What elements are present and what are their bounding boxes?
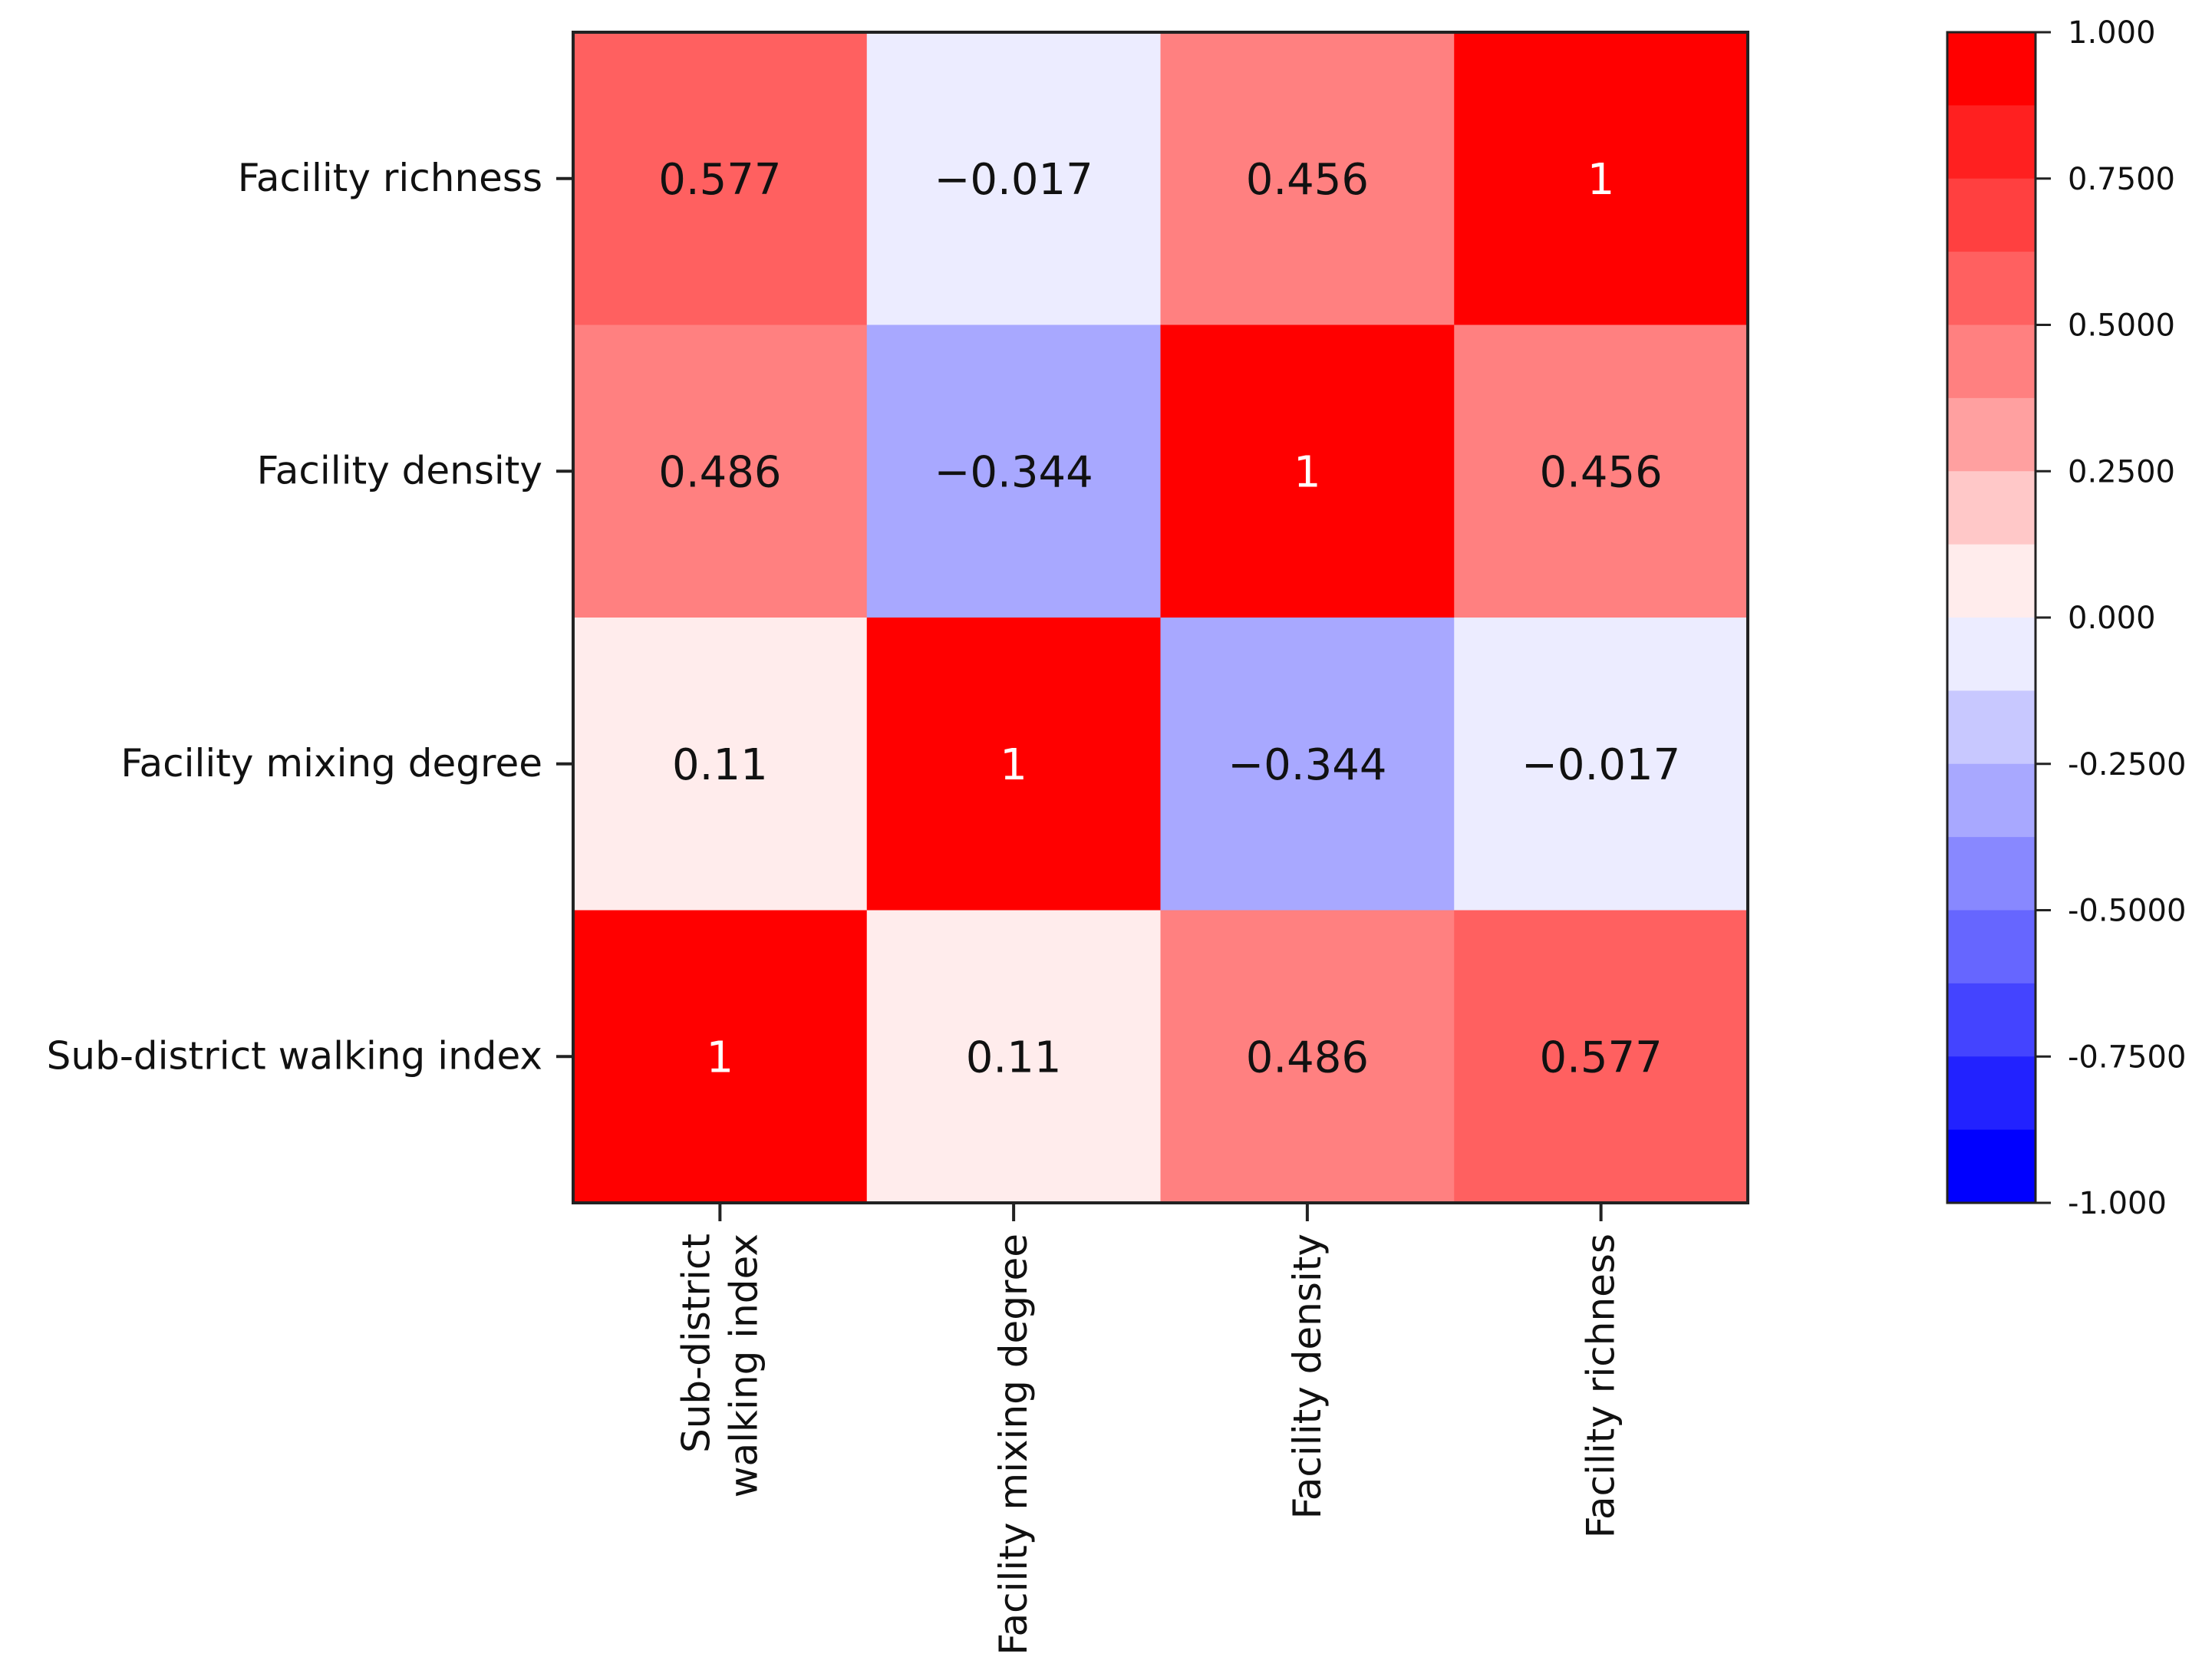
cell-value-label: 1 [707,1033,734,1082]
colorbar-segment [1947,837,2036,911]
heatmap-cell [866,910,1161,1204]
heatmap-cell [1454,32,1749,325]
y-tick-label: Facility density [257,448,542,492]
cell-value-label: 0.11 [672,740,768,790]
colorbar-segment [1947,1056,2036,1131]
colorbar-tick-label: 1.000 [2068,15,2156,51]
colorbar-segment [1947,324,2036,399]
x-tick-label: Sub-district [674,1234,718,1453]
y-tick-label: Facility mixing degree [120,741,542,786]
colorbar-tick-label: 0.7500 [2068,162,2175,197]
heatmap-cell [866,618,1161,911]
x-tick-label: walking index [721,1234,766,1497]
cell-value-label: 1 [1000,740,1027,790]
cell-value-label: 0.11 [966,1033,1062,1082]
colorbar-tick-label: -1.000 [2068,1186,2167,1221]
heatmap-cell [866,32,1161,325]
colorbar-tick-label: 0.5000 [2068,308,2175,344]
cell-value-label: 0.456 [1539,447,1662,497]
cell-value-label: 0.486 [1246,1033,1369,1082]
cell-value-label: 0.456 [1246,155,1369,205]
heatmap-cell [1454,618,1749,911]
heatmap-cell [1160,910,1455,1204]
x-tick-label: Facility density [1285,1234,1330,1519]
heatmap-cell [1160,324,1455,618]
colorbar-segment [1947,105,2036,180]
heatmap-cell-labels: 0.577 −0.017 0.456 1 0.486 −0.344 1 0.456 0.11 1 −… [658,155,1680,1083]
heatmap-cell [573,618,868,911]
colorbar-segment [1947,618,2036,691]
heatmap-cell [573,910,868,1204]
cell-value-label: 1 [1587,155,1615,205]
colorbar-tick-label: 0.000 [2068,601,2156,636]
cell-value-label: −0.017 [935,155,1093,205]
heatmap-cell [1454,910,1749,1204]
heatmap-cells [573,32,1749,1204]
y-tick-label: Facility richness [238,156,542,200]
colorbar-segment [1947,544,2036,618]
heatmap-cell [1160,618,1455,911]
colorbar-segment [1947,763,2036,838]
heatmap-cell [1454,324,1749,618]
cell-value-label: 0.577 [1539,1033,1662,1082]
colorbar-segment [1947,397,2036,472]
colorbar-segment [1947,910,2036,984]
x-tick-label: Facility richness [1579,1234,1623,1538]
colorbar-tick-label: -0.5000 [2068,894,2186,929]
colorbar-segment [1947,690,2036,765]
colorbar-segment [1947,983,2036,1057]
colorbar-segment [1947,32,2036,106]
x-tick-label: Facility mixing degree [991,1234,1036,1655]
cell-value-label: 0.577 [658,155,781,205]
colorbar-segment [1947,178,2036,252]
colorbar-segment [1947,471,2036,545]
colorbar-segment [1947,1129,2036,1204]
heatmap-cell [573,324,868,618]
colorbar-segment [1947,252,2036,325]
colorbar-tick-label: 0.2500 [2068,454,2175,489]
colorbar: 1.000 0.7500 0.5000 0.2500 0.000 -0.2500 -0.50… [1946,15,2186,1221]
cell-value-label: 1 [1294,447,1321,497]
cell-value-label: −0.017 [1521,740,1680,790]
plot-frame [572,31,1749,1204]
y-axis: Facility richness Facility density Facilit… [47,156,573,1078]
x-axis: Sub-district walking index Facility mixing… [674,1203,1623,1655]
heatmap-cell [1160,32,1455,325]
cell-value-label: −0.344 [1228,740,1386,790]
cell-value-label: 0.486 [658,447,781,497]
y-tick-label: Sub-district walking index [47,1033,542,1078]
heatmap-cell [573,32,868,325]
colorbar-tick-label: -0.2500 [2068,747,2186,782]
cell-value-label: −0.344 [935,447,1093,497]
colorbar-tick-label: -0.7500 [2068,1039,2186,1075]
heatmap-cell [866,324,1161,618]
